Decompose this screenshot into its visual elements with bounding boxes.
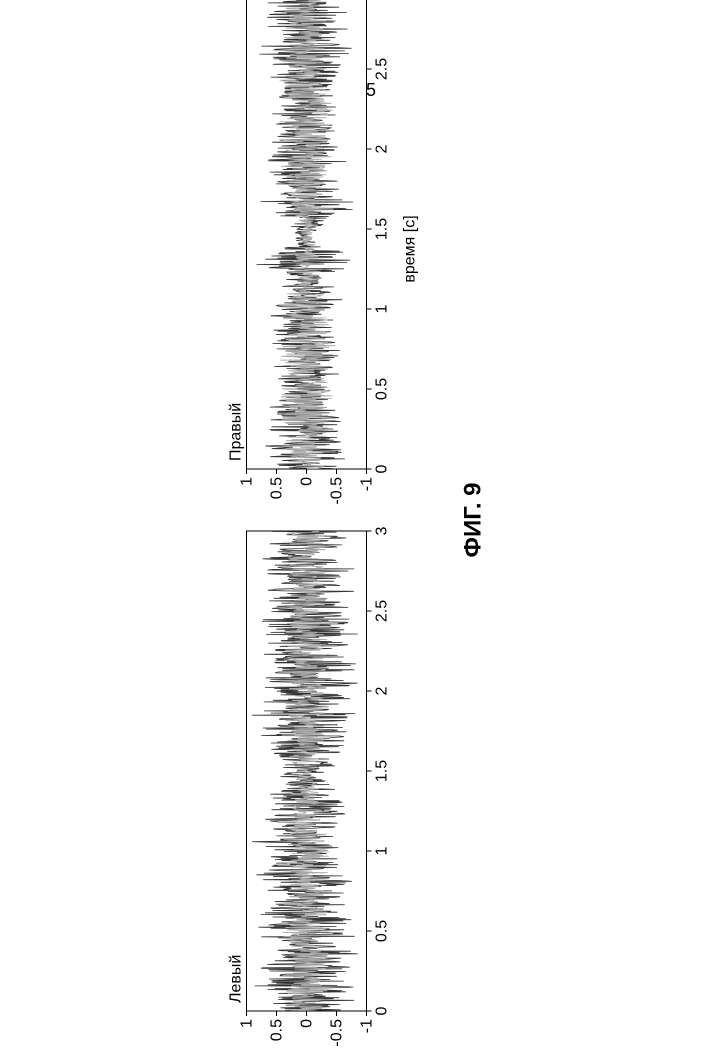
chart-svg: -1 -0.5 0 0.5 1 0 0.5 1 1.5 2 2.5 3 Левый <box>220 525 392 1057</box>
waveform-chart-left: -1 -0.5 0 0.5 1 0 0.5 1 1.5 2 2.5 3 Левый <box>220 525 397 1057</box>
svg-text:0: 0 <box>298 477 315 486</box>
chart-title: Левый <box>227 955 244 1003</box>
svg-text:0: 0 <box>373 1006 390 1015</box>
svg-text:0.5: 0.5 <box>373 920 390 942</box>
chart-right-xlabel: время [с] <box>401 215 419 282</box>
svg-text:0: 0 <box>298 1019 315 1028</box>
svg-text:0.5: 0.5 <box>373 378 390 400</box>
svg-text:1: 1 <box>373 304 390 313</box>
svg-text:-1: -1 <box>358 477 375 491</box>
chart-title: Правый <box>227 403 244 461</box>
chart-right-wrap: -1-0.500.5100.511.522.53Правый время [с] <box>220 0 419 515</box>
svg-text:1.5: 1.5 <box>373 218 390 240</box>
waveform-chart-right: -1-0.500.5100.511.522.53Правый <box>220 0 397 515</box>
svg-text:1.5: 1.5 <box>373 760 390 782</box>
figure-9-block: -1 -0.5 0 0.5 1 0 0.5 1 1.5 2 2.5 3 Левый -1 -0.5 0 0.5… <box>220 0 487 1057</box>
svg-text:2: 2 <box>373 144 390 153</box>
svg-text:3: 3 <box>373 526 390 535</box>
svg-text:-1: -1 <box>358 1019 375 1033</box>
svg-text:-0.5: -0.5 <box>328 477 345 505</box>
svg-text:1: 1 <box>373 846 390 855</box>
svg-text:2.5: 2.5 <box>373 58 390 80</box>
svg-text:-0.5: -0.5 <box>328 1019 345 1047</box>
charts-row: -1 -0.5 0 0.5 1 0 0.5 1 1.5 2 2.5 3 Левый -1 -0.5 0 0.5… <box>220 0 419 1057</box>
figure-caption: ФИГ. 9 <box>459 0 487 1057</box>
svg-text:1: 1 <box>238 1019 255 1028</box>
chart-left-wrap: -1 -0.5 0 0.5 1 0 0.5 1 1.5 2 2.5 3 Левый <box>220 525 419 1057</box>
chart-svg: -1-0.500.5100.511.522.53Правый <box>220 0 392 515</box>
svg-text:1: 1 <box>238 477 255 486</box>
svg-text:0.5: 0.5 <box>268 1019 285 1041</box>
svg-text:0.5: 0.5 <box>268 477 285 499</box>
svg-text:2.5: 2.5 <box>373 600 390 622</box>
svg-text:0: 0 <box>373 464 390 473</box>
svg-text:2: 2 <box>373 686 390 695</box>
